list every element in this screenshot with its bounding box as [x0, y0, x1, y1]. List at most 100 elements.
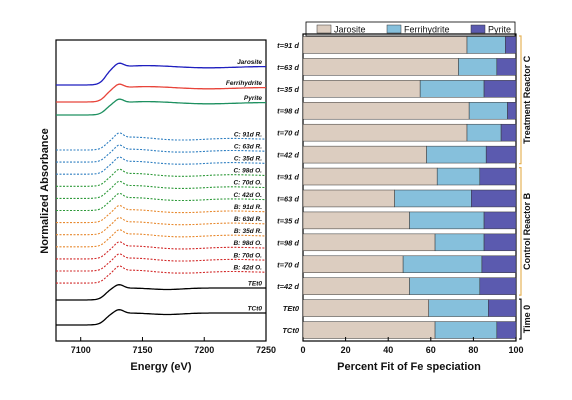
bar-segment-pyrite: [483, 80, 517, 98]
spectrum-c-42d-o: [56, 192, 266, 212]
bar-segment-jarosite: [302, 211, 410, 230]
spectrum-c-35d-r: [56, 156, 266, 175]
bar-x-ticks: 0 20 40 60 80 100: [300, 337, 524, 355]
bar-legend-box: [305, 21, 516, 37]
bar-segment-ferrihydrite: [409, 277, 481, 295]
bar-segment-pyrite: [471, 189, 517, 208]
group-bracket-treatment-reactor-c: [519, 35, 522, 165]
bar-segment-pyrite: [479, 167, 517, 186]
bar-row-label: t=42 d: [277, 282, 299, 291]
bar-segment-ferrihydrite: [434, 321, 498, 339]
bar-legend: Jarosite Ferrihydrite Pyrite: [305, 21, 516, 37]
bar-row-labels: t=91 d t=63 d t=35 d t=98 d t=70 d t=42 d t=91…: [277, 41, 300, 335]
xanes-x-tick-label: 7150: [132, 345, 152, 355]
group-label-time-0: Time 0: [522, 305, 532, 333]
spectrum-label: C: 63d R.: [234, 143, 262, 150]
group-bracket-control-reactor-b: [519, 167, 522, 296]
spectrum-c-98d-o: [56, 168, 266, 187]
bar-segment-jarosite: [302, 167, 438, 186]
bar-legend-swatch-pyrite: [470, 24, 486, 34]
spectrum-label: Ferrihydrite: [226, 80, 263, 87]
spectrum-label: B: 91d R.: [234, 204, 262, 211]
bar-x-tick-label: 20: [341, 345, 351, 355]
xanes-x-ticks: 7100 7150 7200 7250: [71, 337, 276, 355]
bar-segment-ferrihydrite: [394, 189, 472, 208]
xanes-curves: Jarosite Ferrihydrite Pyrite C: 91d R. C: 63…: [56, 59, 266, 326]
xanes-spectra-panel: Jarosite Ferrihydrite Pyrite C: 91d R. C: 63…: [39, 39, 276, 373]
spectrum-label: C: 91d R.: [234, 131, 262, 138]
bar-segment-jarosite: [302, 36, 468, 54]
bar-legend-label: Ferrihydrite: [404, 25, 450, 35]
bar-legend-swatch-ferrihydrite: [386, 24, 402, 34]
xanes-y-axis-label: Normalized Absorbance: [39, 128, 51, 254]
bar-segment-jarosite: [302, 255, 404, 273]
bar-x-tick-label: 80: [468, 345, 478, 355]
bar-segment-pyrite: [500, 123, 517, 142]
bar-segment-jarosite: [302, 321, 436, 339]
spectrum-label: Jarosite: [237, 59, 262, 66]
spectrum-c-63d-r: [56, 144, 266, 163]
bar-x-axis-label: Percent Fit of Fe speciation: [337, 361, 481, 373]
spectrum-label: C: 98d O.: [233, 168, 262, 175]
spectrum-b-98d-o: [56, 241, 266, 260]
spectrum-b-63d-r: [56, 217, 266, 236]
bar-row-label: t=35 d: [277, 216, 299, 225]
bar-segment-ferrihydrite: [466, 36, 506, 54]
bar-segment-pyrite: [496, 321, 517, 339]
bar-row-label: t=63 d: [277, 63, 299, 72]
bar-segment-jarosite: [302, 102, 470, 120]
bar-row-label: t=98 d: [277, 107, 299, 116]
bar-segment-pyrite: [483, 233, 517, 252]
bar-row-label: t=63 d: [277, 195, 299, 204]
bar-segment-ferrihydrite: [434, 233, 485, 252]
bar-segment-ferrihydrite: [468, 102, 508, 120]
bar-group-brackets: Treatment Reactor C Control Reactor B Time…: [519, 35, 532, 340]
group-bracket-time-0: [519, 298, 522, 340]
xanes-x-tick-label: 7100: [71, 345, 91, 355]
spectrum-label: C: 35d R.: [234, 156, 262, 163]
spectrum-b-35d-r: [56, 229, 266, 248]
bar-row-label: t=91 d: [277, 41, 299, 50]
xanes-x-axis-label: Energy (eV): [130, 361, 191, 373]
spectrum-pyrite: [56, 98, 266, 116]
bar-row-label: t=70 d: [277, 129, 299, 138]
bar-x-tick-label: 100: [508, 345, 523, 355]
spectrum-label: TCt0: [248, 306, 263, 313]
bar-segment-pyrite: [505, 36, 517, 54]
bar-row-label: t=42 d: [277, 151, 299, 160]
bar-segment-ferrihydrite: [458, 58, 498, 76]
spectrum-label: B: 98d O.: [233, 240, 262, 247]
spectrum-tet0: [56, 284, 266, 301]
bar-segment-pyrite: [479, 277, 517, 295]
speciation-bar-panel: Jarosite Ferrihydrite Pyrite t=91 dt=63 dt…: [277, 21, 532, 373]
bar-segment-ferrihydrite: [426, 145, 487, 164]
spectrum-label: Pyrite: [244, 95, 262, 102]
stacked-bars: [302, 36, 517, 339]
spectrum-label: B: 42d O.: [233, 264, 262, 271]
bar-segment-ferrihydrite: [436, 167, 481, 186]
bar-segment-jarosite: [302, 123, 468, 142]
bar-segment-jarosite: [302, 299, 429, 317]
spectrum-label: B: 63d R.: [234, 216, 262, 223]
spectrum-tct0: [56, 309, 266, 326]
bar-segment-pyrite: [485, 145, 517, 164]
spectrum-c-70d-o: [56, 180, 266, 199]
bar-segment-pyrite: [507, 102, 517, 120]
bar-row-label: TCt0: [282, 326, 299, 335]
spectrum-label: TEt0: [248, 281, 262, 288]
spectrum-jarosite: [56, 62, 266, 86]
bar-segment-ferrihydrite: [428, 299, 489, 317]
bar-legend-label: Pyrite: [488, 25, 511, 35]
spectrum-b-70d-o: [56, 253, 266, 272]
bar-segment-jarosite: [302, 189, 395, 208]
bar-row-label: t=70 d: [277, 260, 299, 269]
group-label-treatment-reactor-c: Treatment Reactor C: [522, 55, 532, 144]
bar-segment-jarosite: [302, 80, 421, 98]
bar-x-tick-label: 0: [300, 345, 305, 355]
bar-row-label: t=91 d: [277, 173, 299, 182]
spectrum-label: C: 70d O.: [233, 180, 262, 187]
spectrum-b-42d-o: [56, 265, 266, 284]
bar-legend-label: Jarosite: [334, 25, 366, 35]
bar-segment-ferrihydrite: [402, 255, 483, 273]
